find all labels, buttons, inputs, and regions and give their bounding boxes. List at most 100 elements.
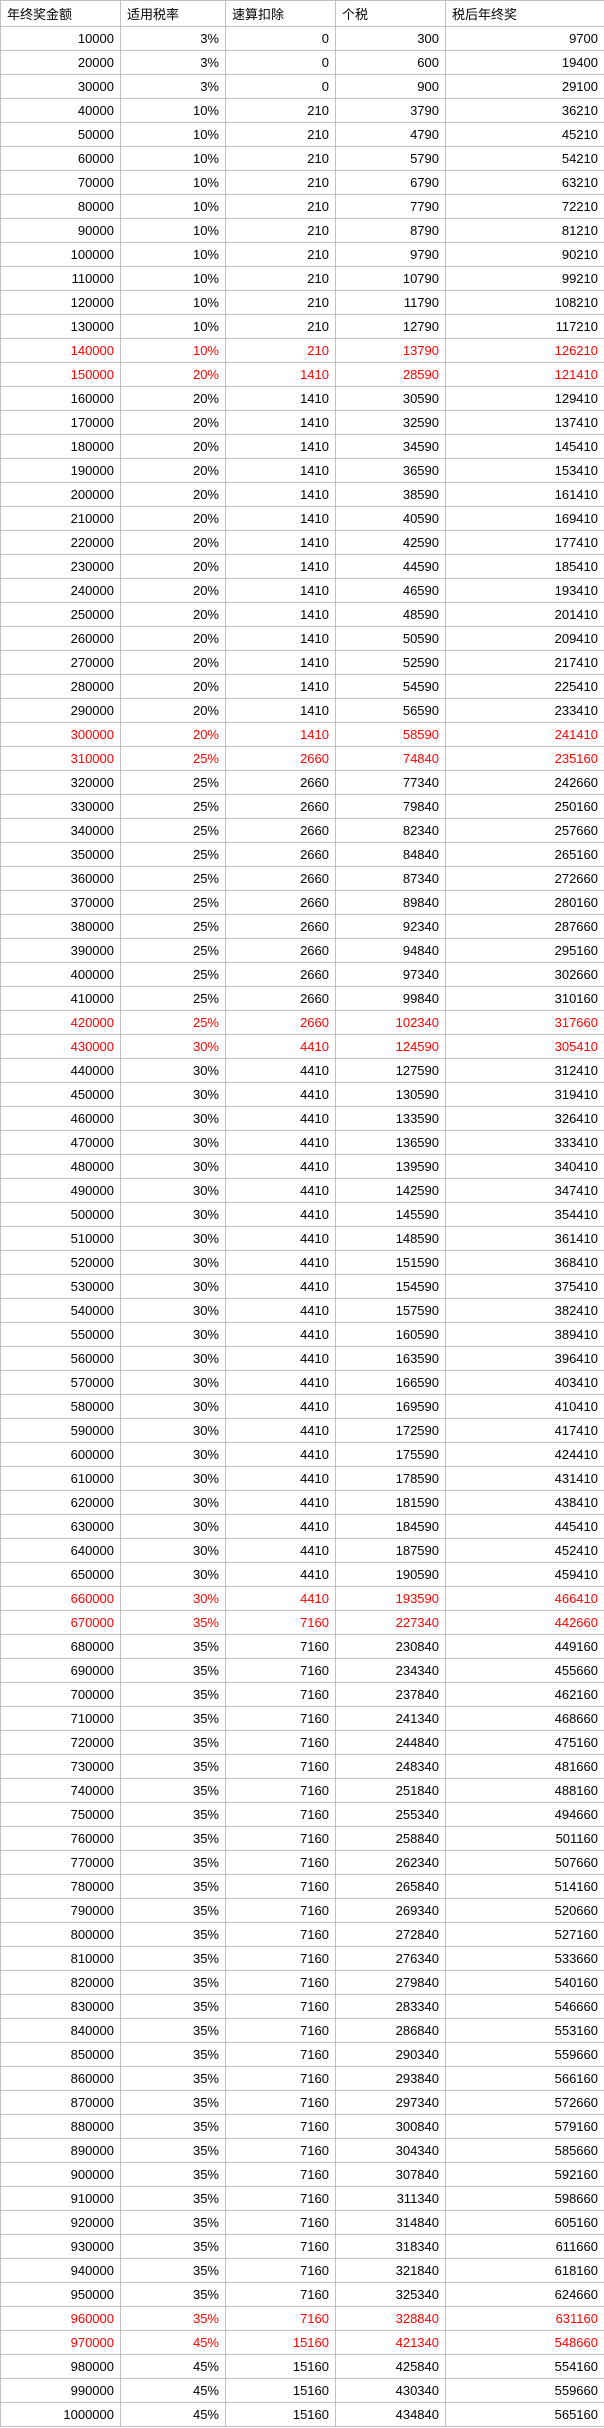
- cell-net: 553160: [446, 2019, 604, 2043]
- cell-deduct: 4410: [226, 1155, 336, 1179]
- table-row: 30000020%141058590241410: [1, 723, 604, 747]
- cell-deduct: 7160: [226, 2187, 336, 2211]
- cell-tax: 79840: [336, 795, 446, 819]
- cell-bonus: 100000: [1, 243, 121, 267]
- table-row: 19000020%141036590153410: [1, 459, 604, 483]
- cell-rate: 25%: [121, 939, 226, 963]
- table-row: 58000030%4410169590410410: [1, 1395, 604, 1419]
- table-row: 32000025%266077340242660: [1, 771, 604, 795]
- cell-deduct: 7160: [226, 2307, 336, 2331]
- table-row: 36000025%266087340272660: [1, 867, 604, 891]
- cell-deduct: 1410: [226, 555, 336, 579]
- cell-net: 438410: [446, 1491, 604, 1515]
- cell-deduct: 1410: [226, 459, 336, 483]
- cell-deduct: 4410: [226, 1275, 336, 1299]
- cell-rate: 10%: [121, 147, 226, 171]
- cell-rate: 30%: [121, 1515, 226, 1539]
- cell-net: 233410: [446, 699, 604, 723]
- cell-tax: 136590: [336, 1131, 446, 1155]
- cell-tax: 157590: [336, 1299, 446, 1323]
- cell-rate: 20%: [121, 627, 226, 651]
- cell-net: 90210: [446, 243, 604, 267]
- col-header-bonus: 年终奖金额: [1, 1, 121, 27]
- cell-rate: 35%: [121, 1803, 226, 1827]
- cell-deduct: 7160: [226, 2211, 336, 2235]
- tax-table: 年终奖金额 适用税率 速算扣除 个税 税后年终奖 100003%03009700…: [0, 0, 604, 2427]
- cell-bonus: 530000: [1, 1275, 121, 1299]
- cell-net: 548660: [446, 2331, 604, 2355]
- cell-rate: 10%: [121, 219, 226, 243]
- cell-bonus: 330000: [1, 795, 121, 819]
- table-row: 87000035%7160297340572660: [1, 2091, 604, 2115]
- table-row: 79000035%7160269340520660: [1, 1899, 604, 1923]
- table-row: 40000025%266097340302660: [1, 963, 604, 987]
- cell-rate: 3%: [121, 75, 226, 99]
- cell-tax: 8790: [336, 219, 446, 243]
- cell-bonus: 190000: [1, 459, 121, 483]
- table-row: 4000010%210379036210: [1, 99, 604, 123]
- cell-tax: 318340: [336, 2235, 446, 2259]
- cell-net: 225410: [446, 675, 604, 699]
- cell-net: 466410: [446, 1587, 604, 1611]
- cell-bonus: 450000: [1, 1083, 121, 1107]
- cell-net: 117210: [446, 315, 604, 339]
- cell-bonus: 10000: [1, 27, 121, 51]
- cell-rate: 20%: [121, 723, 226, 747]
- cell-bonus: 250000: [1, 603, 121, 627]
- cell-deduct: 7160: [226, 1659, 336, 1683]
- cell-rate: 30%: [121, 1131, 226, 1155]
- cell-rate: 45%: [121, 2379, 226, 2403]
- cell-deduct: 1410: [226, 723, 336, 747]
- cell-net: 442660: [446, 1611, 604, 1635]
- cell-bonus: 910000: [1, 2187, 121, 2211]
- cell-tax: 190590: [336, 1563, 446, 1587]
- table-row: 44000030%4410127590312410: [1, 1059, 604, 1083]
- cell-tax: 38590: [336, 483, 446, 507]
- cell-tax: 300: [336, 27, 446, 51]
- cell-net: 340410: [446, 1155, 604, 1179]
- table-row: 48000030%4410139590340410: [1, 1155, 604, 1179]
- cell-bonus: 280000: [1, 675, 121, 699]
- table-row: 35000025%266084840265160: [1, 843, 604, 867]
- cell-net: 554160: [446, 2355, 604, 2379]
- cell-deduct: 7160: [226, 1851, 336, 1875]
- cell-tax: 74840: [336, 747, 446, 771]
- cell-net: 540160: [446, 1971, 604, 1995]
- cell-rate: 35%: [121, 1611, 226, 1635]
- cell-tax: 184590: [336, 1515, 446, 1539]
- cell-tax: 160590: [336, 1323, 446, 1347]
- cell-tax: 272840: [336, 1923, 446, 1947]
- cell-rate: 20%: [121, 579, 226, 603]
- cell-bonus: 640000: [1, 1539, 121, 1563]
- cell-deduct: 210: [226, 219, 336, 243]
- cell-deduct: 7160: [226, 2235, 336, 2259]
- cell-tax: 421340: [336, 2331, 446, 2355]
- cell-deduct: 7160: [226, 1731, 336, 1755]
- cell-bonus: 980000: [1, 2355, 121, 2379]
- cell-bonus: 480000: [1, 1155, 121, 1179]
- cell-rate: 30%: [121, 1059, 226, 1083]
- table-row: 84000035%7160286840553160: [1, 2019, 604, 2043]
- cell-tax: 4790: [336, 123, 446, 147]
- cell-bonus: 540000: [1, 1299, 121, 1323]
- cell-deduct: 4410: [226, 1515, 336, 1539]
- cell-deduct: 7160: [226, 2259, 336, 2283]
- cell-rate: 35%: [121, 1683, 226, 1707]
- cell-net: 29100: [446, 75, 604, 99]
- cell-deduct: 2660: [226, 1011, 336, 1035]
- table-row: 94000035%7160321840618160: [1, 2259, 604, 2283]
- cell-tax: 178590: [336, 1467, 446, 1491]
- cell-deduct: 2660: [226, 891, 336, 915]
- cell-net: 459410: [446, 1563, 604, 1587]
- header-row: 年终奖金额 适用税率 速算扣除 个税 税后年终奖: [1, 1, 604, 27]
- cell-rate: 20%: [121, 507, 226, 531]
- table-row: 43000030%4410124590305410: [1, 1035, 604, 1059]
- cell-bonus: 270000: [1, 651, 121, 675]
- cell-rate: 35%: [121, 1779, 226, 1803]
- table-row: 42000025%2660102340317660: [1, 1011, 604, 1035]
- cell-net: 280160: [446, 891, 604, 915]
- cell-bonus: 310000: [1, 747, 121, 771]
- cell-tax: 12790: [336, 315, 446, 339]
- cell-bonus: 810000: [1, 1947, 121, 1971]
- cell-bonus: 760000: [1, 1827, 121, 1851]
